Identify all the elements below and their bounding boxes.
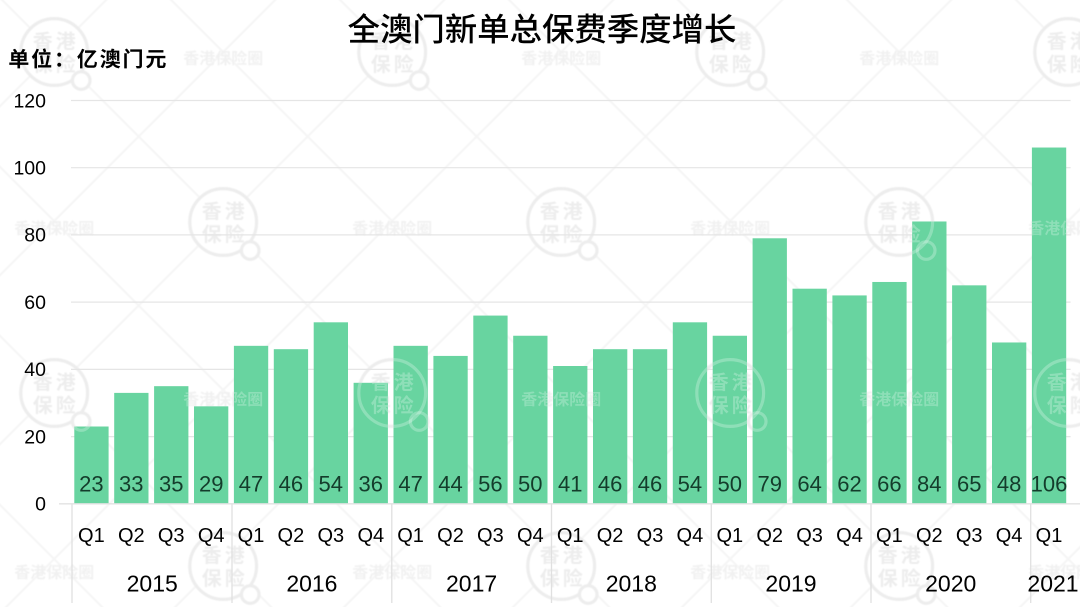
svg-text:Q1: Q1	[397, 525, 424, 547]
svg-text:2020: 2020	[925, 571, 976, 597]
svg-text:Q1: Q1	[876, 525, 903, 547]
svg-text:2019: 2019	[765, 571, 816, 597]
svg-text:Q2: Q2	[437, 525, 464, 547]
svg-text:80: 80	[24, 225, 46, 247]
svg-text:Q1: Q1	[78, 525, 105, 547]
svg-text:Q4: Q4	[517, 525, 544, 547]
svg-text:2021: 2021	[1027, 571, 1078, 597]
svg-text:0: 0	[35, 494, 46, 516]
svg-text:Q3: Q3	[637, 525, 664, 547]
svg-text:60: 60	[24, 292, 46, 314]
svg-text:46: 46	[279, 472, 303, 497]
svg-text:106: 106	[1031, 472, 1068, 497]
svg-text:33: 33	[119, 472, 143, 497]
svg-text:2015: 2015	[127, 571, 178, 597]
svg-text:48: 48	[997, 472, 1021, 497]
svg-text:Q1: Q1	[557, 525, 584, 547]
svg-text:Q2: Q2	[118, 525, 145, 547]
svg-text:Q1: Q1	[1036, 525, 1063, 547]
svg-text:Q4: Q4	[996, 525, 1023, 547]
svg-text:2016: 2016	[286, 571, 337, 597]
svg-text:Q2: Q2	[278, 525, 305, 547]
svg-text:Q3: Q3	[158, 525, 185, 547]
svg-text:Q4: Q4	[198, 525, 225, 547]
svg-text:47: 47	[239, 472, 263, 497]
svg-text:66: 66	[877, 472, 901, 497]
svg-text:44: 44	[438, 472, 462, 497]
svg-text:64: 64	[797, 472, 821, 497]
svg-text:2018: 2018	[606, 571, 657, 597]
svg-text:Q2: Q2	[597, 525, 624, 547]
svg-text:54: 54	[678, 472, 702, 497]
svg-text:29: 29	[199, 472, 223, 497]
svg-text:50: 50	[718, 472, 742, 497]
svg-text:Q2: Q2	[756, 525, 783, 547]
svg-text:46: 46	[598, 472, 622, 497]
svg-text:Q3: Q3	[477, 525, 504, 547]
svg-text:Q2: Q2	[916, 525, 943, 547]
svg-text:62: 62	[837, 472, 861, 497]
svg-text:40: 40	[24, 359, 46, 381]
svg-text:Q4: Q4	[836, 525, 863, 547]
svg-text:Q4: Q4	[357, 525, 384, 547]
svg-text:2017: 2017	[446, 571, 497, 597]
svg-text:79: 79	[757, 472, 781, 497]
svg-text:120: 120	[13, 90, 46, 112]
svg-text:Q1: Q1	[238, 525, 265, 547]
svg-text:54: 54	[319, 472, 343, 497]
svg-text:100: 100	[13, 158, 46, 180]
svg-text:56: 56	[478, 472, 502, 497]
svg-text:Q4: Q4	[677, 525, 704, 547]
svg-text:20: 20	[24, 426, 46, 448]
svg-text:46: 46	[638, 472, 662, 497]
svg-text:84: 84	[917, 472, 941, 497]
svg-text:Q1: Q1	[716, 525, 743, 547]
svg-text:47: 47	[398, 472, 422, 497]
svg-text:Q3: Q3	[317, 525, 344, 547]
svg-text:Q3: Q3	[796, 525, 823, 547]
svg-text:65: 65	[957, 472, 981, 497]
svg-text:35: 35	[159, 472, 183, 497]
svg-text:36: 36	[359, 472, 383, 497]
svg-text:41: 41	[558, 472, 582, 497]
svg-text:50: 50	[518, 472, 542, 497]
svg-text:23: 23	[79, 472, 103, 497]
svg-text:Q3: Q3	[956, 525, 983, 547]
